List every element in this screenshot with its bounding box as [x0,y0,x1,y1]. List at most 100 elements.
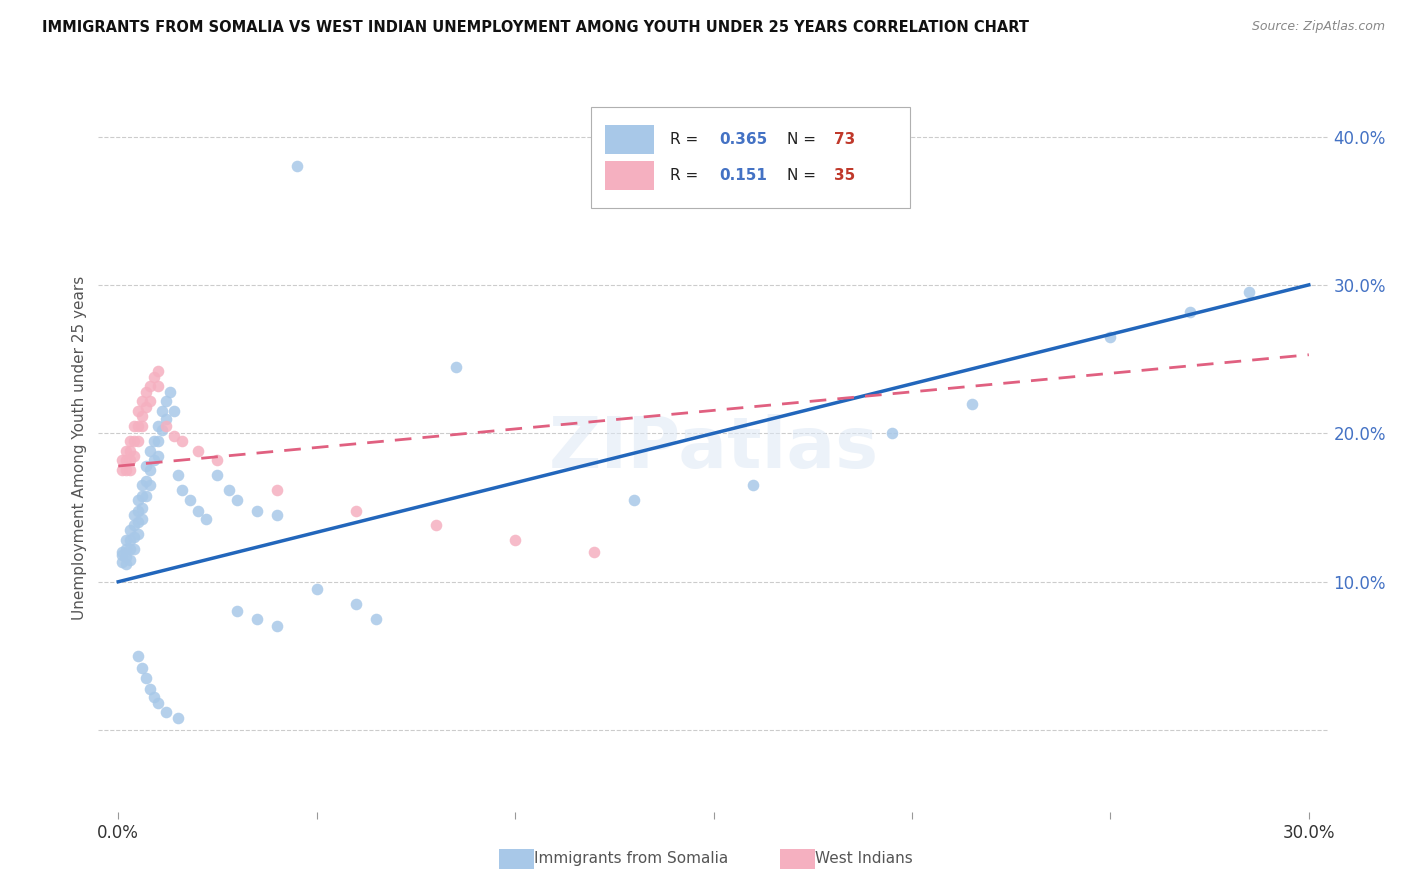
Point [131,489,153,503]
FancyBboxPatch shape [606,161,655,190]
Y-axis label: Unemployment Among Youth under 25 years: Unemployment Among Youth under 25 years [72,277,87,620]
Point [960,397,983,411]
Point [111,463,134,477]
Point [120,453,142,467]
Point [266,508,288,522]
Point [366,612,388,626]
Point [135,384,157,399]
Point [120,444,142,458]
Point [120,552,142,566]
Point [146,419,169,434]
Point [111,548,134,562]
Point [170,483,193,497]
Text: 0.365: 0.365 [720,132,768,147]
Point [170,434,193,448]
Point [159,384,181,399]
Point [127,503,149,517]
Point [135,671,157,685]
Point [742,478,765,492]
Point [115,549,138,564]
Point [143,690,166,705]
Point [163,404,186,418]
Point [127,419,149,434]
Point [135,400,157,414]
Point [139,478,162,492]
Point [623,493,645,508]
Point [1178,304,1201,318]
Point [131,419,153,434]
Point [194,512,217,526]
Point [131,478,153,492]
Text: 73: 73 [834,132,855,147]
Point [179,493,201,508]
Point [143,434,166,448]
Point [127,493,149,508]
Point [246,612,269,626]
Point [122,508,145,522]
Point [150,424,173,438]
Point [882,426,904,441]
Point [1099,330,1122,344]
Point [122,419,145,434]
Point [131,661,153,675]
Point [146,434,169,448]
Point [122,518,145,533]
Point [218,483,240,497]
Point [155,393,177,408]
Point [143,453,166,467]
Point [115,533,138,548]
FancyBboxPatch shape [591,106,911,209]
Text: IMMIGRANTS FROM SOMALIA VS WEST INDIAN UNEMPLOYMENT AMONG YOUTH UNDER 25 YEARS C: IMMIGRANTS FROM SOMALIA VS WEST INDIAN U… [42,20,1029,35]
Point [146,364,169,378]
Point [146,697,169,711]
Point [444,359,467,374]
Point [131,500,153,515]
Text: Immigrants from Somalia: Immigrants from Somalia [534,851,728,865]
Point [583,545,606,559]
Point [246,503,269,517]
Point [226,493,249,508]
Point [135,458,157,473]
Point [120,542,142,557]
Point [187,503,209,517]
Point [305,582,328,597]
Point [120,463,142,477]
Point [155,411,177,425]
Text: 0.151: 0.151 [720,168,768,183]
Text: N =: N = [787,132,821,147]
Text: R =: R = [671,168,709,183]
Point [127,527,149,541]
Point [111,545,134,559]
Point [146,449,169,463]
Point [425,518,447,533]
Point [285,159,308,173]
Point [146,379,169,393]
Point [135,474,157,488]
Point [139,463,162,477]
Text: Source: ZipAtlas.com: Source: ZipAtlas.com [1251,20,1385,33]
Point [226,604,249,618]
Text: N =: N = [787,168,821,183]
Point [122,530,145,544]
Text: R =: R = [671,132,703,147]
Point [115,557,138,571]
Point [111,453,134,467]
FancyBboxPatch shape [606,125,655,153]
Point [163,429,186,443]
Point [207,453,229,467]
Point [187,444,209,458]
Point [344,503,367,517]
Point [207,467,229,482]
Point [139,393,162,408]
Point [127,648,149,663]
Text: ZIPatlas: ZIPatlas [548,414,879,483]
Point [166,711,188,725]
Point [166,467,188,482]
Point [115,444,138,458]
Point [120,533,142,548]
Point [135,489,157,503]
Point [111,556,134,570]
Point [115,463,138,477]
Text: 35: 35 [834,168,855,183]
Point [115,542,138,557]
